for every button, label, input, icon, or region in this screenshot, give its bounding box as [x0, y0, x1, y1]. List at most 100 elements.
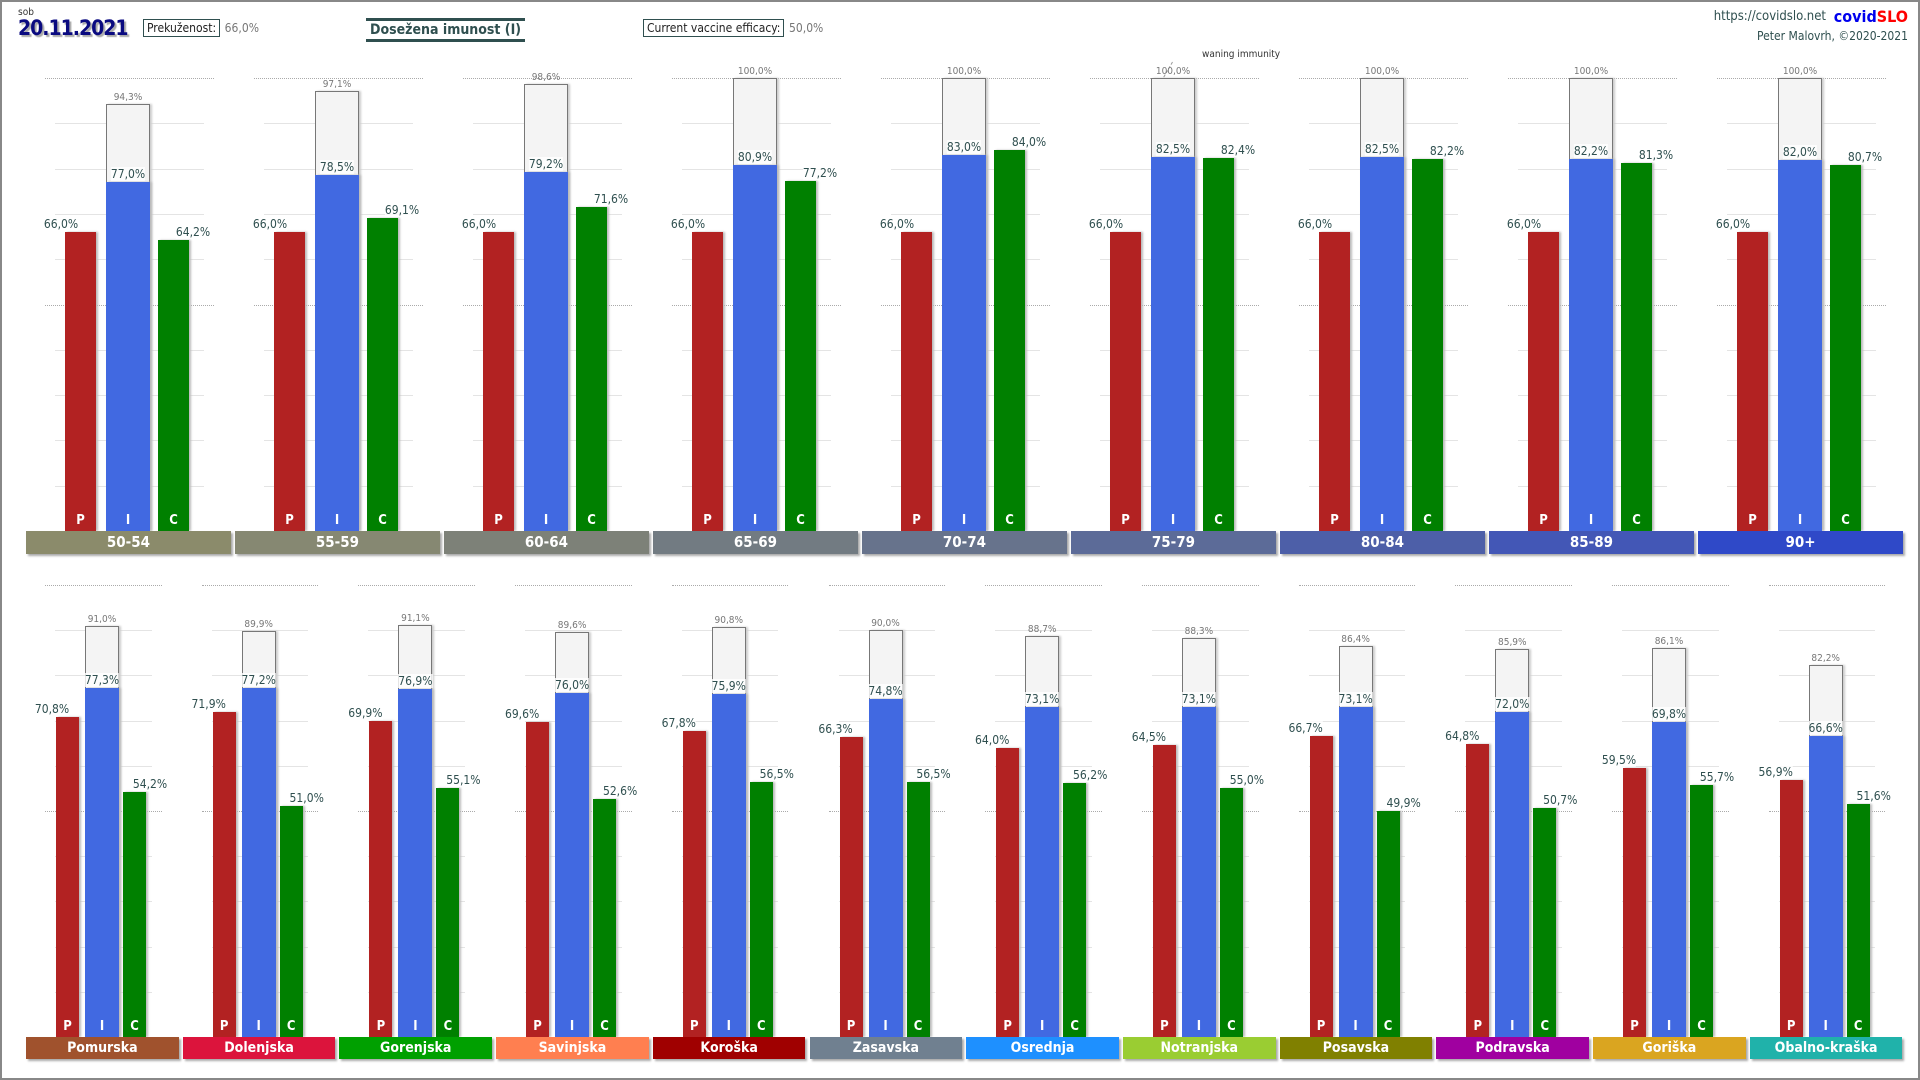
value-label-P: 59,5%	[1601, 753, 1637, 768]
series-letter-I: I	[256, 1019, 261, 1034]
gridline	[1612, 585, 1729, 586]
category-label: 80-84	[1280, 531, 1485, 554]
bar-I	[1151, 157, 1195, 531]
waning-label: 88,7%	[1027, 624, 1057, 636]
gridline	[45, 78, 214, 79]
value-label-I: 76,9%	[398, 674, 433, 689]
bar-C	[1533, 807, 1557, 1037]
bar-P	[901, 232, 932, 531]
waning-label: 89,6%	[557, 620, 587, 631]
bar-C	[1830, 165, 1861, 531]
day-of-week: sob	[18, 7, 34, 18]
bar-C	[1621, 162, 1652, 531]
brand-logo: covidSLO	[1834, 7, 1908, 26]
gridline	[1298, 585, 1416, 586]
series-letter-P: P	[376, 1019, 386, 1034]
bar-P	[692, 232, 723, 531]
value-label-C: 71,6%	[593, 191, 629, 206]
value-label-C: 54,2%	[132, 777, 168, 792]
value-label-P: 64,8%	[1445, 729, 1480, 744]
bar-P	[682, 730, 706, 1037]
value-label-P: 69,9%	[348, 706, 383, 721]
category-label: 75-79	[1071, 531, 1276, 554]
bar-C	[906, 781, 930, 1037]
series-letter-I: I	[1170, 513, 1176, 528]
bar-P	[996, 747, 1020, 1037]
efficacy-label: Current vaccine efficacy:	[643, 19, 785, 37]
series-letter-P: P	[1160, 1019, 1169, 1034]
series-letter-P: P	[76, 513, 85, 528]
bar-P	[1466, 744, 1490, 1037]
waning-label: 100,0%	[737, 66, 773, 77]
bar-P	[839, 737, 863, 1037]
value-label-P: 66,0%	[1088, 217, 1124, 232]
series-letter-C: C	[796, 513, 805, 528]
gridline	[1455, 585, 1572, 586]
gridline	[1308, 630, 1406, 632]
bar-I	[711, 693, 746, 1037]
bar-C	[1203, 157, 1234, 531]
category-label: 50-54	[26, 531, 231, 554]
value-label-C: 51,0%	[289, 791, 324, 806]
series-letter-P: P	[1630, 1019, 1639, 1034]
category-label: Obalno-kraška	[1749, 1037, 1903, 1059]
bar-P	[483, 232, 514, 531]
series-letter-P: P	[703, 513, 712, 528]
value-label-P: 71,9%	[191, 697, 226, 711]
value-label-I: 80,9%	[737, 149, 773, 164]
series-letter-C: C	[378, 513, 387, 528]
value-label-C: 64,2%	[175, 225, 211, 240]
series-letter-I: I	[543, 513, 549, 528]
value-label-I: 73,1%	[1338, 691, 1373, 706]
series-letter-I: I	[99, 1019, 105, 1034]
bar-P	[1623, 768, 1646, 1037]
gridline	[358, 585, 476, 586]
series-letter-P: P	[1786, 1019, 1796, 1034]
waning-annotation: waning immunity	[1202, 49, 1281, 60]
bar-C	[1376, 811, 1400, 1037]
waning-label: 97,1%	[322, 79, 352, 91]
bar-I	[1569, 158, 1613, 531]
bar-I	[398, 689, 433, 1037]
value-label-P: 66,0%	[1506, 217, 1542, 232]
category-label: 85-89	[1489, 531, 1694, 554]
category-label: 90+	[1698, 531, 1903, 554]
series-letter-I: I	[752, 513, 758, 528]
site-url[interactable]: https://covidslo.net	[1713, 9, 1826, 24]
series-letter-I: I	[1510, 1019, 1515, 1034]
series-letter-I: I	[1379, 513, 1385, 528]
series-letter-I: I	[125, 513, 131, 528]
gridline	[515, 585, 632, 586]
category-label: Zasavska	[809, 1037, 963, 1059]
series-letter-I: I	[883, 1019, 888, 1034]
value-label-I: 82,0%	[1782, 144, 1818, 159]
category-label: Notranjska	[1122, 1037, 1276, 1059]
gridline	[525, 630, 622, 632]
gridline	[1141, 585, 1259, 586]
category-label: 60-64	[444, 531, 649, 554]
series-letter-P: P	[690, 1019, 699, 1034]
bar-C	[785, 181, 816, 531]
series-letter-P: P	[1330, 513, 1339, 528]
value-label-P: 70,8%	[34, 701, 70, 716]
bar-P	[526, 722, 550, 1037]
value-label-I: 66,6%	[1808, 720, 1843, 735]
bar-P	[369, 721, 393, 1037]
bar-C	[593, 799, 617, 1037]
bar-I	[315, 175, 359, 531]
value-label-I: 74,8%	[868, 683, 903, 698]
date: 20.11.2021	[18, 16, 129, 40]
efficacy-info: Current vaccine efficacy: 50,0%	[643, 17, 823, 37]
series-letter-P: P	[63, 1019, 72, 1034]
series-letter-C: C	[1540, 1019, 1550, 1034]
series-letter-P: P	[1748, 513, 1757, 528]
bar-C	[1846, 803, 1870, 1037]
series-letter-C: C	[169, 513, 178, 528]
value-label-C: 77,2%	[802, 166, 838, 181]
value-label-P: 66,0%	[461, 217, 497, 232]
category-label: Dolenjska	[182, 1037, 336, 1059]
value-label-C: 56,5%	[916, 766, 951, 781]
page-title: Dosežena imunost (I)	[366, 18, 526, 42]
gridline	[254, 78, 423, 79]
bar-P	[1528, 232, 1559, 531]
